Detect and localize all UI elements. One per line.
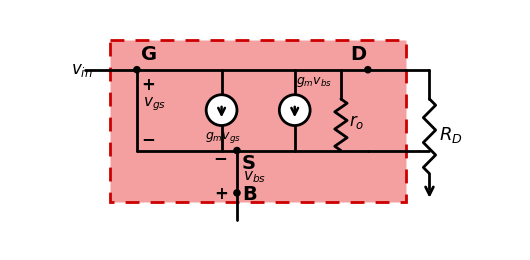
Text: −: − <box>213 149 227 167</box>
Text: $\mathit{v}_{gs}$: $\mathit{v}_{gs}$ <box>143 95 166 113</box>
Circle shape <box>234 190 240 196</box>
Text: $\mathit{g}_m\mathit{v}_{bs}$: $\mathit{g}_m\mathit{v}_{bs}$ <box>296 75 332 89</box>
Text: S: S <box>242 154 255 173</box>
Circle shape <box>206 95 237 126</box>
Text: $\mathit{v}_{in}$: $\mathit{v}_{in}$ <box>70 61 92 79</box>
Text: B: B <box>242 185 257 204</box>
Circle shape <box>134 67 140 73</box>
Text: $\mathit{v}_{bs}$: $\mathit{v}_{bs}$ <box>243 170 266 185</box>
Circle shape <box>279 95 310 126</box>
Text: −: − <box>142 130 155 148</box>
Text: D: D <box>350 44 366 63</box>
Circle shape <box>234 147 240 154</box>
Circle shape <box>365 67 371 73</box>
Text: +: + <box>142 76 155 94</box>
Text: $\mathit{g}_m\mathit{v}_{gs}$: $\mathit{g}_m\mathit{v}_{gs}$ <box>205 130 241 145</box>
Text: $\mathit{r}_o$: $\mathit{r}_o$ <box>349 113 364 131</box>
Text: +: + <box>215 185 228 203</box>
Text: $\mathit{R}_D$: $\mathit{R}_D$ <box>439 125 462 145</box>
Text: G: G <box>141 44 157 63</box>
FancyBboxPatch shape <box>110 41 407 202</box>
